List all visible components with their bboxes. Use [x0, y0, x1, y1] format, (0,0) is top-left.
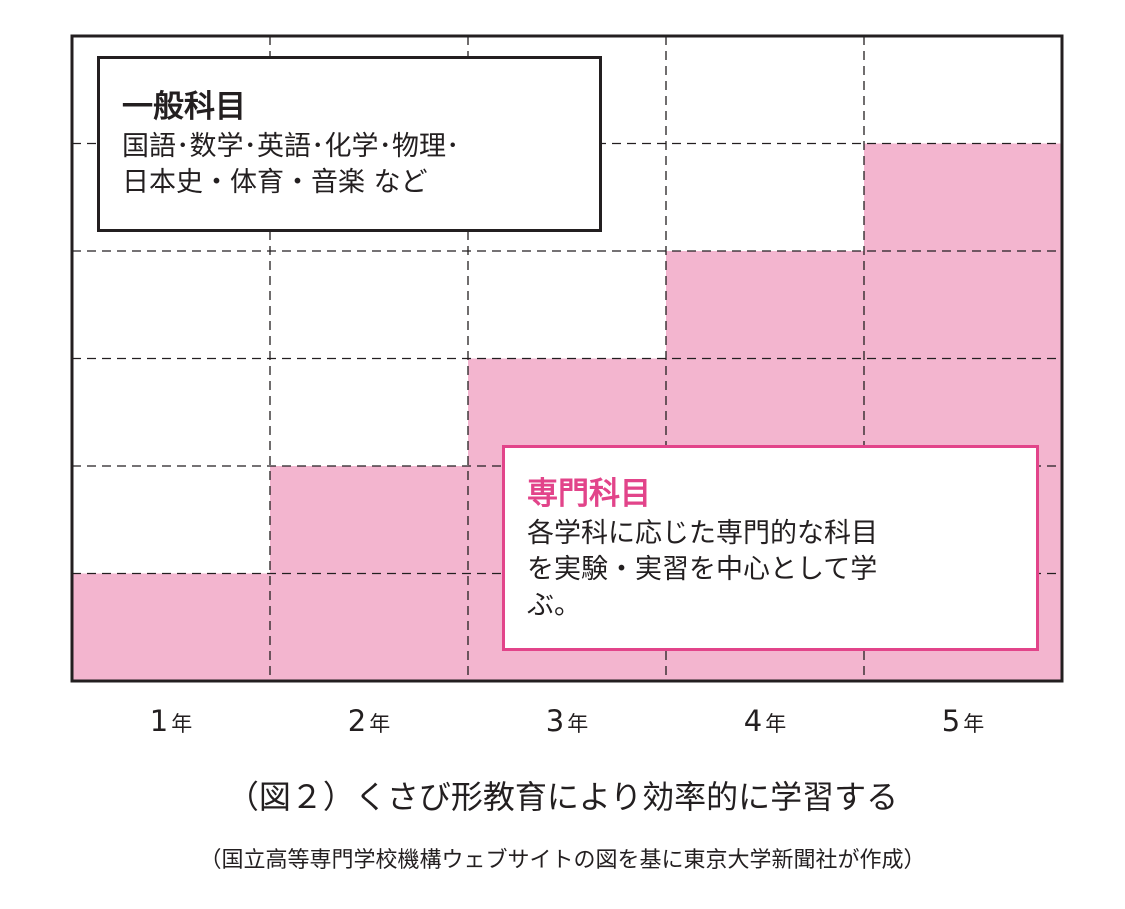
- specialized-area-year-1: [72, 573, 271, 681]
- year-number: 4: [743, 704, 763, 738]
- year-unit: 年: [171, 712, 193, 736]
- grid-frame: [70, 34, 1064, 683]
- specialized-subjects-box: 専門科目 各学科に応じた専門的な科目 を実験・実習を中心として学 ぶ。: [502, 445, 1039, 651]
- year-unit: 年: [567, 712, 589, 736]
- year-number: 3: [545, 704, 565, 738]
- year-number: 2: [347, 704, 367, 738]
- year-number: 1: [149, 704, 169, 738]
- specialized-subjects-title: 専門科目: [527, 476, 651, 512]
- specialized-subjects-line: を実験・実習を中心として学: [527, 554, 878, 585]
- specialized-subjects-line: ぶ。: [527, 590, 581, 621]
- general-subjects-description: 国語･数学･英語･化学･物理･ 日本史・体育・音楽 など: [122, 129, 460, 201]
- year-unit: 年: [369, 712, 391, 736]
- specialized-subjects-line: 各学科に応じた専門的な科目: [527, 518, 878, 549]
- general-subjects-line: 国語･数学･英語･化学･物理･: [122, 131, 460, 162]
- figure-source: （国立高等専門学校機構ウェブサイトの図を基に東京大学新聞社が作成）: [199, 848, 926, 873]
- specialized-subjects-description: 各学科に応じた専門的な科目 を実験・実習を中心として学 ぶ。: [527, 516, 878, 624]
- year-number: 5: [941, 704, 961, 738]
- general-subjects-box: 一般科目 国語･数学･英語･化学･物理･ 日本史・体育・音楽 など: [97, 56, 602, 232]
- figure-caption: （図２）くさび形教育により効率的に学習する: [226, 778, 899, 816]
- general-subjects-line: 日本史・体育・音楽 など: [122, 167, 428, 198]
- year-unit: 年: [963, 712, 985, 736]
- year-unit: 年: [765, 712, 787, 736]
- general-subjects-title: 一般科目: [122, 89, 246, 125]
